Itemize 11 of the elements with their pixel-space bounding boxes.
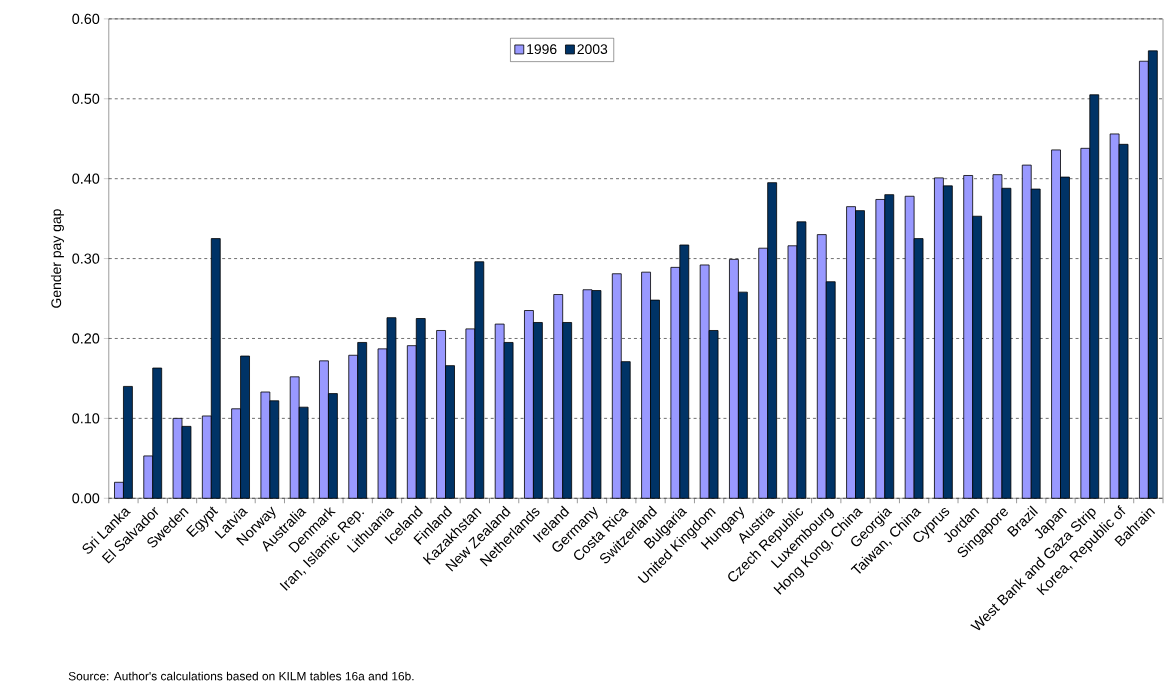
y-tick-label: 0.40 <box>72 173 100 184</box>
y-tick-label: 0.10 <box>72 413 100 424</box>
legend-label: 1996 <box>527 44 557 54</box>
legend-label: 2003 <box>577 44 608 54</box>
y-tick-label: 0.00 <box>72 493 100 504</box>
y-tick-label: 0.50 <box>72 93 100 104</box>
y-tick-label: 0.60 <box>72 13 100 24</box>
y-tick-label: 0.30 <box>72 253 100 264</box>
source-note: Source: Author's calculations based on KILM tables 16a and 16b. <box>68 671 414 681</box>
y-tick-label: 0.20 <box>72 333 100 344</box>
y-axis-title: Gender pay gap <box>50 209 64 308</box>
